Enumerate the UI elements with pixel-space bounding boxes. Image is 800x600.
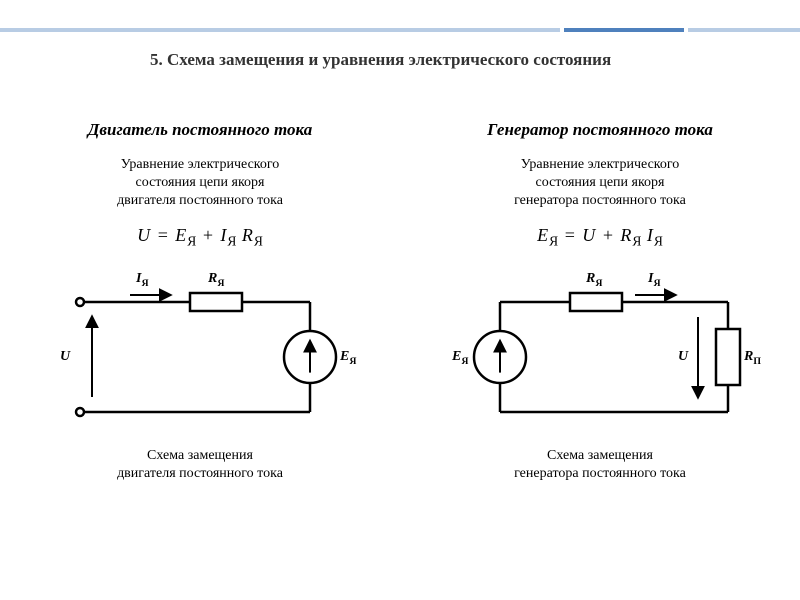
motor-equation: U = EЯ + IЯ RЯ	[0, 225, 400, 250]
top-accent-bar	[0, 28, 800, 32]
generator-caption-l1: Схема замещения	[547, 448, 653, 463]
generator-caption-l2: генератора постоянного тока	[514, 466, 686, 481]
bar-seg-2	[564, 28, 684, 32]
generator-subhead-l3: генератора постоянного тока	[514, 193, 686, 208]
section-title: 5. Схема замещения и уравнения электриче…	[150, 50, 650, 70]
motor-label-E: EЯ	[340, 349, 356, 367]
gen-label-I: IЯ	[648, 271, 661, 289]
generator-subhead-l1: Уравнение электрического	[521, 157, 680, 172]
motor-subhead-l1: Уравнение электрического	[121, 157, 280, 172]
columns: Двигатель постоянного тока Уравнение эле…	[0, 120, 800, 484]
motor-caption: Схема замещения двигателя постоянного то…	[0, 447, 400, 483]
motor-subhead-l2: состояния цепи якоря	[136, 175, 265, 190]
gen-label-E: EЯ	[452, 349, 468, 367]
generator-caption: Схема замещения генератора постоянного т…	[400, 447, 800, 483]
gen-label-U: U	[678, 349, 688, 365]
motor-subhead-l3: двигателя постоянного тока	[117, 193, 283, 208]
generator-column: Генератор постоянного тока Уравнение эле…	[400, 120, 800, 484]
generator-subhead: Уравнение электрического состояния цепи …	[400, 156, 800, 211]
generator-equation: EЯ = U + RЯ IЯ	[400, 225, 800, 250]
bar-seg-3	[688, 28, 800, 32]
gen-label-R: RЯ	[586, 271, 602, 289]
bar-seg-1	[0, 28, 560, 32]
generator-diagram: EЯ RЯ IЯ U RП	[430, 267, 770, 437]
motor-label-I: IЯ	[136, 271, 149, 289]
motor-diagram-svg	[30, 267, 370, 437]
motor-label-R: RЯ	[208, 271, 224, 289]
motor-column: Двигатель постоянного тока Уравнение эле…	[0, 120, 400, 484]
motor-caption-l1: Схема замещения	[147, 448, 253, 463]
motor-subhead: Уравнение электрического состояния цепи …	[0, 156, 400, 211]
generator-title: Генератор постоянного тока	[400, 120, 800, 140]
motor-label-U: U	[60, 349, 70, 365]
motor-caption-l2: двигателя постоянного тока	[117, 466, 283, 481]
gen-label-Rp: RП	[744, 349, 761, 367]
motor-diagram: IЯ RЯ U EЯ	[30, 267, 370, 437]
generator-subhead-l2: состояния цепи якоря	[536, 175, 665, 190]
generator-diagram-svg	[430, 267, 770, 437]
motor-title: Двигатель постоянного тока	[0, 120, 400, 140]
